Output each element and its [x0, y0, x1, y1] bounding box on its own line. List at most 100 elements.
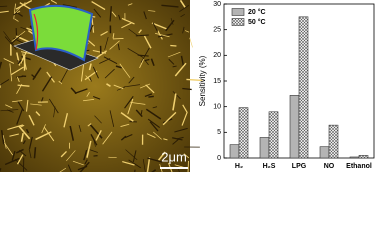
flake — [43, 126, 55, 142]
x-tick-label: H₂S — [263, 163, 276, 170]
flake — [148, 95, 154, 98]
flake — [108, 156, 117, 158]
flake — [104, 36, 109, 50]
flake — [117, 43, 120, 51]
flake — [138, 29, 142, 34]
legend-label: 50 °C — [248, 18, 266, 26]
flake — [93, 8, 102, 18]
flake — [59, 167, 67, 172]
flake — [130, 101, 146, 105]
flake — [161, 4, 179, 8]
flake — [151, 169, 157, 172]
flake — [152, 22, 159, 32]
flake — [127, 98, 134, 115]
flake — [16, 154, 24, 165]
flake — [89, 124, 103, 139]
flake — [159, 163, 163, 172]
flake — [106, 83, 111, 87]
flake — [152, 106, 158, 109]
bar — [328, 124, 339, 159]
flake — [128, 28, 139, 36]
flake — [20, 124, 25, 128]
flake — [5, 104, 13, 109]
flake — [140, 47, 150, 63]
flake — [182, 87, 192, 91]
flake — [12, 100, 23, 103]
flake — [21, 55, 31, 61]
flake — [80, 64, 85, 82]
bar — [289, 95, 300, 159]
flake — [155, 33, 170, 38]
flake — [62, 4, 78, 9]
flake — [112, 37, 124, 40]
flake — [174, 62, 187, 77]
flake — [99, 58, 111, 64]
flake — [183, 153, 190, 159]
flake — [179, 0, 186, 8]
flake — [30, 103, 42, 106]
flake — [142, 158, 146, 172]
bar — [238, 107, 249, 159]
flake — [168, 58, 175, 65]
flake — [10, 34, 22, 45]
x-tick-label: H₂ — [235, 163, 243, 170]
bar — [298, 16, 309, 159]
flake — [119, 63, 131, 78]
flake — [118, 14, 121, 21]
flake — [22, 140, 26, 145]
flake — [158, 151, 166, 161]
flake — [13, 3, 16, 20]
flake — [128, 76, 135, 84]
flake — [86, 91, 90, 97]
flake — [103, 56, 118, 65]
flake — [3, 58, 15, 64]
flake — [4, 36, 17, 50]
flake — [172, 65, 177, 68]
flake — [127, 3, 133, 6]
flake — [150, 58, 155, 66]
flake — [172, 91, 181, 100]
flake — [146, 133, 156, 138]
y-tick-label: 30 — [213, 1, 221, 8]
flake — [172, 139, 179, 145]
flake — [85, 75, 91, 82]
flake — [121, 17, 135, 25]
flake — [139, 83, 151, 89]
bar — [349, 156, 360, 159]
y-tick-label: 15 — [213, 78, 221, 85]
legend-swatch — [231, 18, 245, 26]
flake — [102, 131, 113, 145]
flake — [67, 164, 72, 172]
flake — [151, 22, 167, 30]
x-tick-label: Ethanol — [346, 163, 372, 170]
flake — [22, 53, 27, 70]
flake — [0, 168, 2, 172]
flake — [180, 55, 185, 67]
y-tick-label: 10 — [213, 104, 221, 111]
flake — [60, 150, 67, 158]
flake — [172, 93, 177, 111]
y-tick-label: 20 — [213, 52, 221, 59]
flake — [135, 109, 143, 118]
flake — [115, 65, 122, 69]
flake — [132, 150, 137, 163]
sem-image: 2μm — [0, 0, 203, 172]
y-tick-label: 5 — [217, 129, 221, 136]
flake — [10, 66, 24, 76]
flake — [140, 110, 143, 115]
flake — [79, 161, 90, 172]
flake — [113, 84, 124, 90]
flake — [11, 30, 26, 42]
flake — [162, 111, 177, 126]
flake — [86, 39, 96, 47]
flake — [153, 131, 162, 140]
flake — [143, 11, 147, 20]
y-axis-label: Sensitivity (%) — [198, 55, 207, 106]
inset — [13, 4, 99, 71]
flake — [189, 37, 193, 48]
flake — [92, 49, 107, 54]
flake — [84, 159, 88, 165]
flake — [144, 93, 153, 98]
flake — [9, 63, 13, 82]
flake — [28, 136, 33, 149]
